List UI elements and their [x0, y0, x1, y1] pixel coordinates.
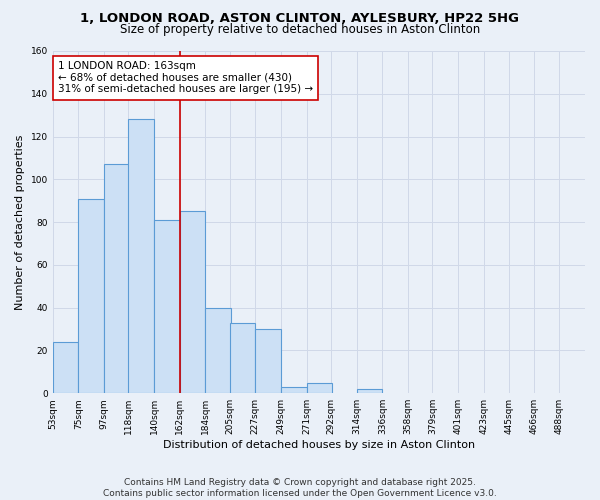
Bar [179, 212, 205, 393]
Bar [104, 164, 130, 393]
Y-axis label: Number of detached properties: Number of detached properties [15, 134, 25, 310]
Text: 1 LONDON ROAD: 163sqm
← 68% of detached houses are smaller (430)
31% of semi-det: 1 LONDON ROAD: 163sqm ← 68% of detached … [58, 62, 313, 94]
Bar [154, 220, 179, 393]
Bar [281, 387, 307, 393]
Bar [356, 389, 382, 393]
Bar [256, 329, 281, 393]
Bar [128, 120, 154, 393]
Bar [53, 342, 78, 393]
Bar [205, 308, 231, 393]
Bar [307, 382, 332, 393]
Text: Size of property relative to detached houses in Aston Clinton: Size of property relative to detached ho… [120, 22, 480, 36]
Bar [230, 322, 256, 393]
X-axis label: Distribution of detached houses by size in Aston Clinton: Distribution of detached houses by size … [163, 440, 475, 450]
Text: Contains HM Land Registry data © Crown copyright and database right 2025.
Contai: Contains HM Land Registry data © Crown c… [103, 478, 497, 498]
Bar [78, 198, 104, 393]
Text: 1, LONDON ROAD, ASTON CLINTON, AYLESBURY, HP22 5HG: 1, LONDON ROAD, ASTON CLINTON, AYLESBURY… [80, 12, 520, 26]
